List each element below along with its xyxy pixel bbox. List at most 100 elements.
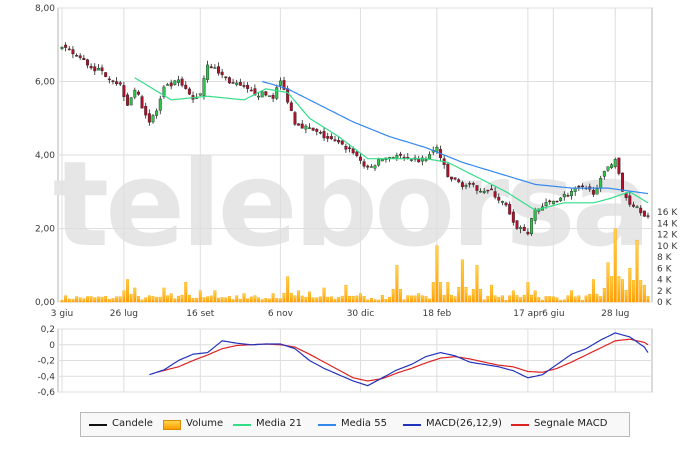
candle: [417, 155, 421, 163]
volume-bar: [358, 293, 362, 303]
volume-tick-label: 16 K: [657, 208, 678, 218]
volume-bar: [391, 289, 395, 303]
legend-label[interactable]: Volume: [186, 418, 224, 429]
candle: [293, 110, 297, 126]
candle: [147, 109, 151, 126]
volume-bar: [198, 290, 202, 303]
volume-bar: [602, 288, 606, 303]
candle: [71, 46, 75, 59]
candle: [224, 76, 228, 81]
volume-bar: [227, 296, 231, 303]
volume-bar: [158, 296, 162, 303]
volume-bar: [86, 296, 89, 303]
candle: [64, 42, 68, 52]
macd-tick-label: 0,2: [41, 325, 55, 335]
legend-label[interactable]: Segnale MACD: [534, 418, 608, 429]
candle: [104, 72, 108, 78]
volume-bar: [318, 296, 322, 303]
macd-tick-label: -0,2: [37, 357, 55, 367]
volume-bar: [100, 296, 104, 303]
candle: [311, 127, 315, 132]
x-tick-label: 6 giu: [542, 309, 565, 319]
volume-bar: [260, 299, 264, 303]
volume-bar: [613, 228, 617, 303]
volume-bar: [118, 296, 122, 303]
volume-bar: [122, 290, 126, 303]
candle: [253, 84, 257, 96]
volume-bar: [610, 276, 614, 303]
candle: [289, 100, 293, 112]
volume-bar: [213, 290, 217, 303]
volume-bar: [424, 296, 428, 303]
candle: [606, 166, 610, 173]
legend-label[interactable]: Candele: [112, 418, 153, 429]
volume-bar: [642, 284, 646, 303]
volume-bar: [402, 299, 406, 303]
legend-label[interactable]: Media 21: [256, 418, 302, 429]
volume-bar: [82, 298, 86, 303]
volume-bar: [176, 295, 180, 303]
candle: [621, 172, 624, 192]
macd-signal-line: [156, 338, 649, 382]
candle: [173, 79, 177, 86]
volume-bar: [522, 294, 526, 303]
volume-bar: [242, 293, 246, 303]
legend-label[interactable]: Media 55: [341, 418, 387, 429]
volume-bar: [595, 293, 599, 303]
volume-bar: [96, 296, 100, 303]
price-tick-label: 8,00: [35, 4, 55, 14]
volume-bar: [646, 295, 650, 303]
volume-bar: [631, 280, 635, 303]
candle: [304, 124, 308, 134]
volume-bar: [464, 287, 468, 303]
price-tick-label: 6,00: [35, 78, 55, 88]
volume-bar: [64, 295, 68, 303]
volume-bar: [577, 295, 581, 303]
volume-bar: [504, 300, 508, 303]
candle: [479, 188, 483, 193]
candle: [213, 64, 217, 69]
candle: [176, 75, 180, 87]
volume-bar: [71, 299, 75, 303]
candle: [206, 60, 210, 83]
candle: [519, 225, 523, 234]
volume-bar: [366, 299, 370, 303]
volume-bar: [493, 295, 497, 303]
legend-label[interactable]: MACD(26,12,9): [426, 418, 502, 429]
volume-bar: [442, 294, 446, 303]
candle: [369, 164, 373, 168]
candle: [100, 64, 104, 75]
candle: [457, 178, 461, 184]
candle: [329, 133, 333, 141]
candle: [460, 180, 464, 190]
volume-bar: [60, 300, 64, 303]
volume-bar: [151, 296, 155, 303]
volume-bar: [249, 296, 253, 303]
volume-bar: [435, 245, 439, 303]
volume-bar: [348, 295, 352, 303]
x-tick-label: 28 lug: [601, 309, 629, 319]
volume-bar: [322, 287, 326, 303]
volume-bar: [369, 298, 373, 303]
volume-bar: [78, 297, 82, 303]
volume-bar: [377, 299, 381, 303]
candle: [610, 163, 614, 170]
volume-bar: [286, 276, 290, 303]
candle: [446, 163, 450, 178]
legend-swatch: [318, 424, 336, 426]
volume-bar: [333, 298, 337, 303]
volume-bar: [446, 282, 450, 303]
volume-bar: [271, 293, 275, 303]
volume-bar: [388, 296, 392, 303]
volume-bar: [293, 295, 297, 303]
candle: [308, 123, 311, 130]
volume-bar: [395, 265, 399, 303]
volume-bar: [264, 298, 268, 303]
watermark-logo: teleborsa: [53, 135, 648, 273]
candle: [260, 90, 264, 98]
candle: [344, 143, 348, 153]
legend-swatch: [403, 424, 421, 426]
volume-bar: [384, 298, 388, 303]
volume-bar: [409, 295, 413, 303]
x-tick-label: 26 lug: [110, 309, 138, 319]
